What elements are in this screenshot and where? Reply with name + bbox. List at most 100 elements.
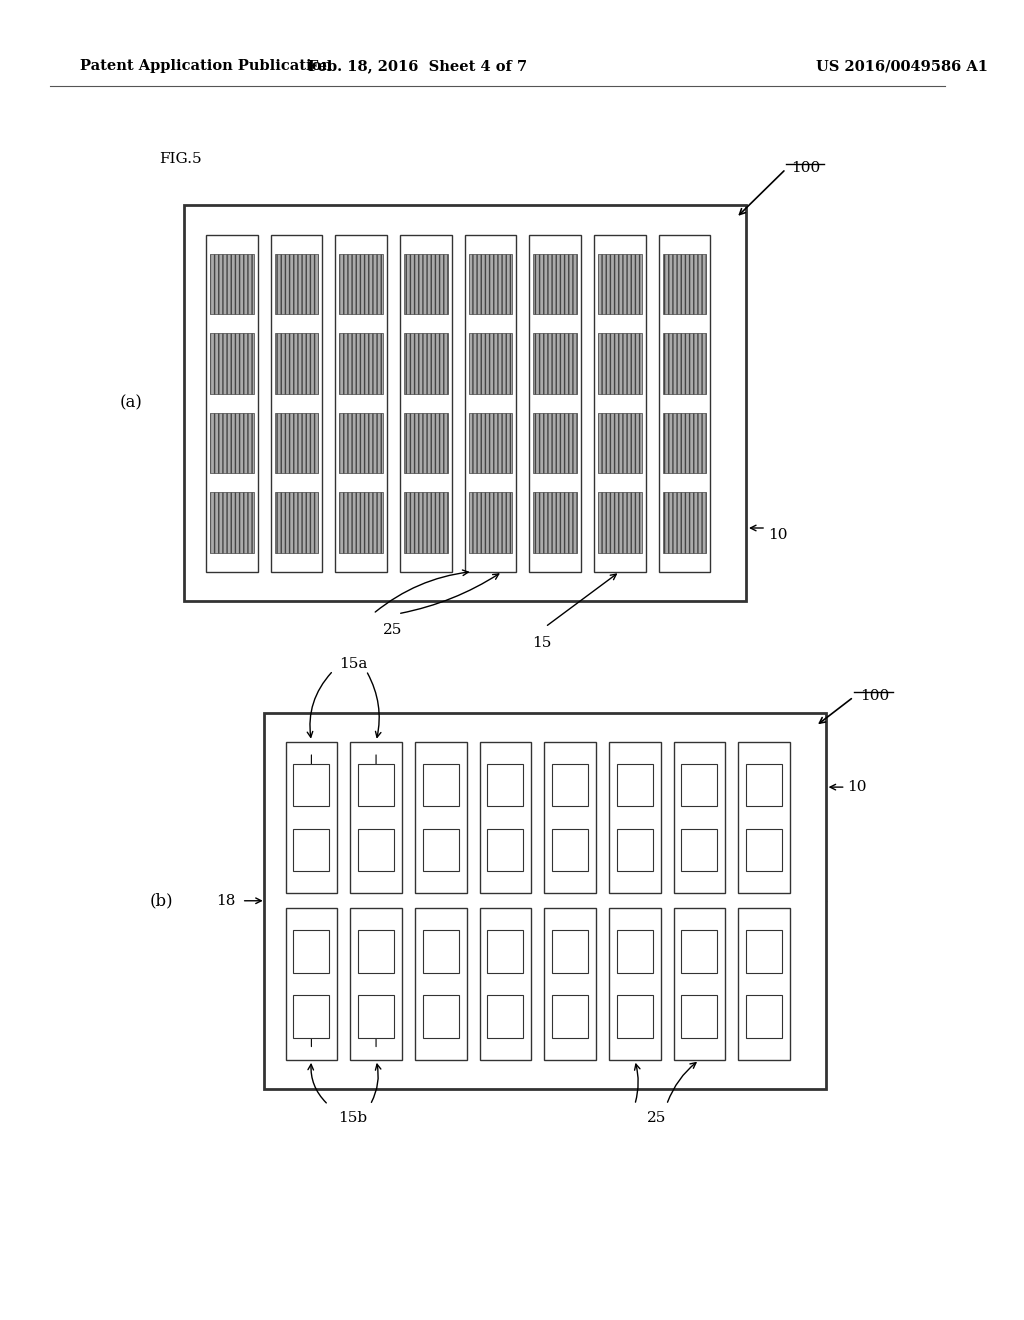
Bar	[745, 829, 782, 871]
Bar	[274, 413, 318, 474]
Bar	[423, 764, 459, 807]
Bar	[616, 764, 653, 807]
Bar	[293, 931, 330, 973]
Text: (a): (a)	[120, 395, 142, 411]
Bar	[479, 908, 531, 1060]
Bar	[534, 333, 577, 393]
Bar	[286, 742, 337, 894]
Bar	[404, 413, 447, 474]
Bar	[350, 742, 401, 894]
Bar	[293, 829, 330, 871]
Bar	[552, 931, 588, 973]
Bar	[663, 413, 707, 474]
Bar	[206, 235, 258, 572]
Text: 25: 25	[383, 623, 402, 638]
Bar	[469, 413, 512, 474]
Bar	[339, 492, 383, 553]
Bar	[594, 235, 646, 572]
Bar	[745, 995, 782, 1038]
Bar	[674, 908, 725, 1060]
Bar	[487, 931, 523, 973]
Text: 18: 18	[216, 894, 236, 908]
Bar	[358, 931, 394, 973]
Bar	[534, 413, 577, 474]
Bar	[534, 253, 577, 314]
Bar	[210, 413, 254, 474]
Bar	[552, 829, 588, 871]
Bar	[293, 764, 330, 807]
Text: 25: 25	[647, 1111, 667, 1126]
Bar	[339, 253, 383, 314]
Text: Patent Application Publication: Patent Application Publication	[80, 59, 332, 74]
Bar	[423, 829, 459, 871]
Bar	[339, 413, 383, 474]
Text: 100: 100	[860, 689, 890, 704]
Bar	[274, 253, 318, 314]
Bar	[286, 908, 337, 1060]
Bar	[465, 235, 516, 572]
Bar	[487, 995, 523, 1038]
Bar	[616, 931, 653, 973]
Bar	[270, 235, 323, 572]
Bar	[609, 908, 660, 1060]
Bar	[529, 235, 581, 572]
Bar	[598, 333, 641, 393]
Bar	[274, 492, 318, 553]
Bar	[339, 333, 383, 393]
Bar	[681, 931, 718, 973]
Bar	[487, 764, 523, 807]
Text: 10: 10	[848, 780, 867, 795]
Text: 10: 10	[768, 528, 787, 541]
Bar	[681, 829, 718, 871]
Bar	[293, 995, 330, 1038]
Bar	[616, 829, 653, 871]
Bar	[423, 995, 459, 1038]
Text: FIG.5: FIG.5	[159, 152, 202, 166]
Bar	[350, 908, 401, 1060]
Bar	[335, 235, 387, 572]
Text: US 2016/0049586 A1: US 2016/0049586 A1	[816, 59, 988, 74]
Bar	[663, 492, 707, 553]
Text: Feb. 18, 2016  Sheet 4 of 7: Feb. 18, 2016 Sheet 4 of 7	[308, 59, 527, 74]
Bar	[210, 333, 254, 393]
Bar	[469, 492, 512, 553]
Bar	[552, 764, 588, 807]
Bar	[487, 829, 523, 871]
Bar	[469, 253, 512, 314]
Text: 15a: 15a	[339, 656, 368, 671]
Bar	[681, 995, 718, 1038]
Bar	[263, 713, 825, 1089]
Bar	[598, 492, 641, 553]
Bar	[358, 995, 394, 1038]
Bar	[674, 742, 725, 894]
Bar	[658, 235, 711, 572]
Bar	[544, 742, 596, 894]
Bar	[400, 235, 452, 572]
Bar	[358, 829, 394, 871]
Bar	[274, 333, 318, 393]
Text: 15: 15	[532, 636, 552, 651]
Bar	[210, 492, 254, 553]
Bar	[745, 764, 782, 807]
Bar	[663, 253, 707, 314]
Bar	[358, 764, 394, 807]
Bar	[738, 742, 790, 894]
Bar	[745, 931, 782, 973]
Bar	[415, 908, 467, 1060]
Bar	[738, 908, 790, 1060]
Bar	[544, 908, 596, 1060]
Bar	[210, 253, 254, 314]
Bar	[184, 205, 746, 601]
Bar	[598, 413, 641, 474]
Bar	[415, 742, 467, 894]
Bar	[404, 333, 447, 393]
Bar	[663, 333, 707, 393]
Bar	[469, 333, 512, 393]
Bar	[598, 253, 641, 314]
Text: 15b: 15b	[339, 1111, 368, 1126]
Bar	[534, 492, 577, 553]
Bar	[609, 742, 660, 894]
Bar	[404, 492, 447, 553]
Bar	[423, 931, 459, 973]
Bar	[616, 995, 653, 1038]
